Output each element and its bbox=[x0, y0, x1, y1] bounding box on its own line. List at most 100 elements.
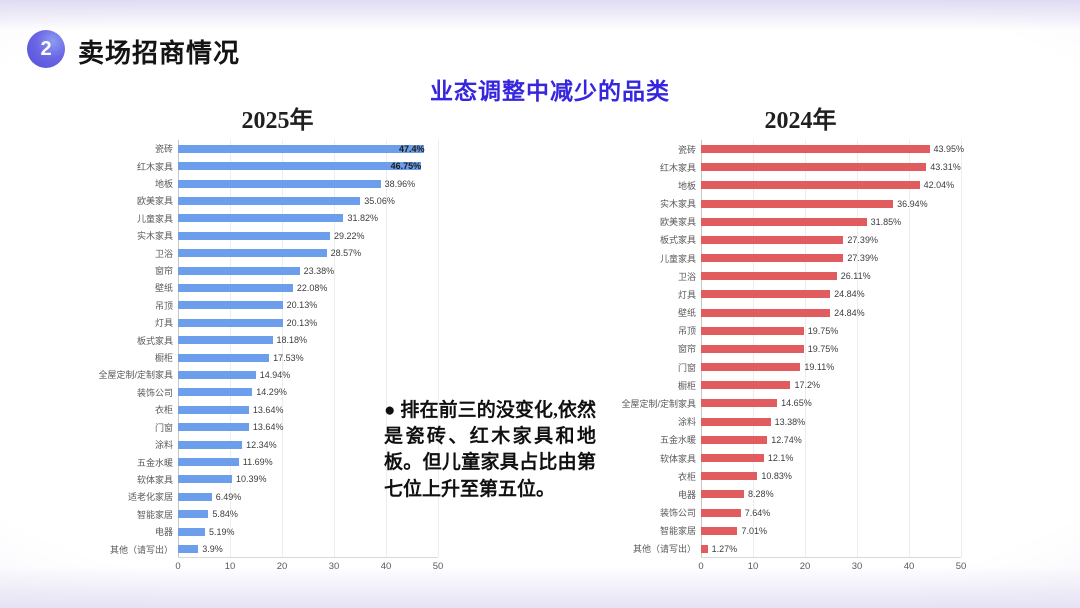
bar bbox=[178, 266, 300, 275]
chart-row: 地板 42.04% bbox=[618, 179, 983, 192]
category-label: 橱柜 bbox=[677, 380, 696, 391]
value-label: 14.29% bbox=[256, 387, 287, 398]
value-label: 8.28% bbox=[748, 489, 774, 500]
bar bbox=[178, 545, 199, 554]
value-label: 3.9% bbox=[202, 544, 223, 555]
chart-row: 装饰公司 14.29% bbox=[95, 386, 460, 399]
category-label: 地板 bbox=[677, 180, 696, 191]
gridline bbox=[178, 140, 179, 557]
category-label: 实木家具 bbox=[136, 231, 173, 242]
chart-row: 适老化家居 6.49% bbox=[95, 490, 460, 503]
bar-track: 26.11% bbox=[701, 271, 961, 281]
bar-track: 22.08% bbox=[178, 282, 438, 293]
value-label: 27.39% bbox=[847, 234, 878, 245]
value-label: 13.38% bbox=[774, 416, 806, 427]
bar bbox=[178, 301, 283, 310]
category-label: 灯具 bbox=[154, 318, 173, 329]
bar-track: 10.83% bbox=[701, 471, 961, 482]
chart-row: 衣柜 13.64% bbox=[95, 403, 460, 416]
bar-track: 31.82% bbox=[178, 213, 438, 223]
category-label: 橱柜 bbox=[154, 353, 173, 364]
value-label: 24.84% bbox=[834, 307, 865, 318]
bar bbox=[701, 472, 758, 481]
bar bbox=[701, 326, 804, 335]
category-label: 智能家居 bbox=[136, 509, 173, 520]
category-label: 全屋定制/定制家具 bbox=[98, 370, 173, 381]
chart-grid bbox=[178, 140, 439, 558]
bar-track: 20.13% bbox=[178, 300, 438, 310]
value-label: 18.18% bbox=[276, 335, 308, 346]
value-label: 22.08% bbox=[296, 282, 328, 293]
bar bbox=[701, 363, 801, 372]
x-tick-label: 30 bbox=[328, 561, 340, 572]
value-label: 17.2% bbox=[794, 380, 820, 391]
chart-title: 2025年 bbox=[241, 108, 314, 134]
category-label: 灯具 bbox=[677, 289, 696, 300]
bar-track: 28.57% bbox=[178, 248, 438, 258]
chart-row: 软体家具 10.39% bbox=[95, 473, 460, 486]
value-label: 13.64% bbox=[252, 404, 284, 415]
chart-xaxis: 0 10 20 30 40 50 bbox=[698, 558, 966, 576]
page-title: 业态调整中减少的品类 bbox=[430, 78, 670, 104]
bar bbox=[178, 405, 249, 414]
value-label: 19.75% bbox=[807, 325, 839, 336]
value-label: 35.06% bbox=[364, 195, 395, 206]
bar-track: 5.19% bbox=[178, 527, 438, 537]
bar bbox=[701, 344, 804, 353]
bar bbox=[701, 454, 764, 462]
bar-track: 27.39% bbox=[701, 234, 961, 245]
category-label: 五金水暖 bbox=[136, 457, 173, 468]
bar bbox=[178, 475, 233, 484]
chart-row: 全屋定制/定制家具 14.65% bbox=[618, 397, 983, 410]
chart-row: 欧美家具 35.06% bbox=[95, 194, 460, 207]
bar bbox=[701, 435, 768, 444]
bar-track: 20.13% bbox=[178, 318, 438, 328]
value-label: 42.04% bbox=[923, 180, 955, 191]
annotation-text: ● 排在前三的没变化,依然是瓷砖、红木家具和地板。但儿童家具占比由第七位上升至第… bbox=[384, 400, 596, 500]
chart-row: 欧美家具 31.85% bbox=[618, 215, 983, 228]
category-label: 涂料 bbox=[677, 417, 696, 428]
chart-rows: 瓷砖 43.95% 红木家具 43.31% 地板 42.04% 实木家具 36.94% 欧美家具… bbox=[618, 140, 983, 558]
category-label: 装饰公司 bbox=[659, 508, 696, 519]
chart-row: 实木家具 29.22% bbox=[95, 229, 460, 242]
value-label: 19.75% bbox=[807, 343, 839, 354]
chart-2025: 2025年 瓷砖 47.4% 红木家具 46.75% 地板 38.96% 欧美家具 35.06… bbox=[95, 100, 460, 576]
chart-row: 地板 38.96% bbox=[95, 177, 460, 190]
category-label: 智能家居 bbox=[659, 526, 696, 537]
chart-row: 涂料 13.38% bbox=[618, 415, 983, 428]
category-label: 其他（请写出） bbox=[109, 544, 173, 555]
bar bbox=[701, 235, 844, 244]
bar-track: 29.22% bbox=[178, 231, 438, 241]
category-label: 儿童家具 bbox=[659, 253, 696, 264]
value-label: 13.64% bbox=[252, 422, 284, 433]
bar bbox=[178, 336, 273, 345]
bar bbox=[178, 214, 344, 223]
chart-2024: 2024年 瓷砖 43.95% 红木家具 43.31% 地板 42.04% 实木家具 36.9… bbox=[618, 100, 983, 576]
gridline bbox=[909, 140, 910, 557]
chart-xaxis: 0 10 20 30 40 50 bbox=[175, 558, 443, 576]
bar bbox=[701, 199, 894, 208]
chart-row: 实木家具 36.94% bbox=[618, 197, 983, 210]
bar bbox=[178, 144, 425, 153]
bar bbox=[178, 353, 270, 362]
bar-track: 35.06% bbox=[178, 195, 438, 206]
chart-row: 其他（请写出） 3.9% bbox=[95, 543, 460, 556]
bar-track: 47.4% bbox=[178, 144, 438, 154]
x-tick-label: 10 bbox=[747, 561, 759, 572]
chart-row: 灯具 20.13% bbox=[95, 316, 460, 329]
category-label: 瓷砖 bbox=[154, 144, 173, 155]
chart-row: 电器 8.28% bbox=[618, 488, 983, 501]
bar bbox=[701, 145, 930, 154]
chart-row: 板式家具 18.18% bbox=[95, 334, 460, 347]
chart-row: 衣柜 10.83% bbox=[618, 470, 983, 483]
bar-track: 19.75% bbox=[701, 343, 961, 354]
chart-row: 门窗 19.11% bbox=[618, 361, 983, 374]
bar bbox=[178, 423, 249, 432]
value-label: 10.83% bbox=[761, 471, 792, 482]
chart-row: 卫浴 26.11% bbox=[618, 270, 983, 283]
bar bbox=[701, 163, 927, 172]
chart-row: 吊顶 19.75% bbox=[618, 324, 983, 337]
chart-row: 其他（请写出） 1.27% bbox=[618, 542, 983, 555]
bar bbox=[178, 370, 256, 379]
bar-track: 8.28% bbox=[701, 489, 961, 500]
